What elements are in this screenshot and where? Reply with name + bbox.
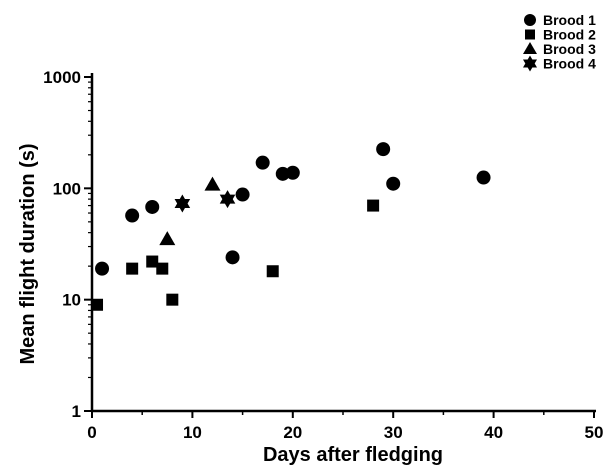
brood-1-point [386,176,401,191]
brood-4-point [219,190,236,209]
x-axis-label: Days after fledging [263,444,443,465]
x-tick-label: 50 [585,423,604,442]
brood-2-point [91,298,104,311]
x-tick-label: 30 [384,423,403,442]
y-tick-label: 1 [72,402,81,421]
brood-2-point [156,262,169,275]
brood-2-point [126,262,139,275]
brood-1-point [376,142,391,157]
brood-2-point [367,199,380,212]
x-tick-label: 0 [87,423,96,442]
brood-1-point [255,155,270,170]
y-tick-label: 1000 [43,68,81,87]
brood-1-point [145,199,160,214]
brood-1-legend-label: Brood 1 [543,12,596,28]
brood-2-legend-marker [525,29,535,40]
brood-2-legend-label: Brood 2 [543,27,596,43]
x-tick-label: 20 [283,423,302,442]
y-tick-label: 100 [53,179,81,198]
brood-4-legend-marker [523,55,537,72]
y-tick-label: 10 [62,291,81,310]
x-tick-label: 10 [183,423,202,442]
data-points [91,142,491,311]
brood-1-point [235,187,250,202]
brood-2-point [146,255,159,268]
brood-1-point [125,208,140,223]
brood-4-legend-label: Brood 4 [543,56,596,72]
brood-3-legend-label: Brood 3 [543,41,596,57]
brood-4-point [174,194,191,213]
brood-1-point [225,250,240,265]
x-tick-label: 40 [484,423,503,442]
brood-1-point [95,261,110,276]
brood-3-point [204,176,221,191]
y-axis-label: Mean flight duration (s) [17,143,39,364]
brood-1-legend-marker [524,14,536,26]
x-ticks: 0 10 20 30 40 50 [87,411,603,442]
brood-2-point [266,265,279,278]
brood-1-point [476,170,491,185]
brood-1-point [285,165,300,180]
brood-3-legend-marker [523,42,537,54]
y-ticks: 1 10 100 1000 [43,68,92,421]
brood-2-point [166,293,179,306]
brood-3-point [159,231,176,246]
